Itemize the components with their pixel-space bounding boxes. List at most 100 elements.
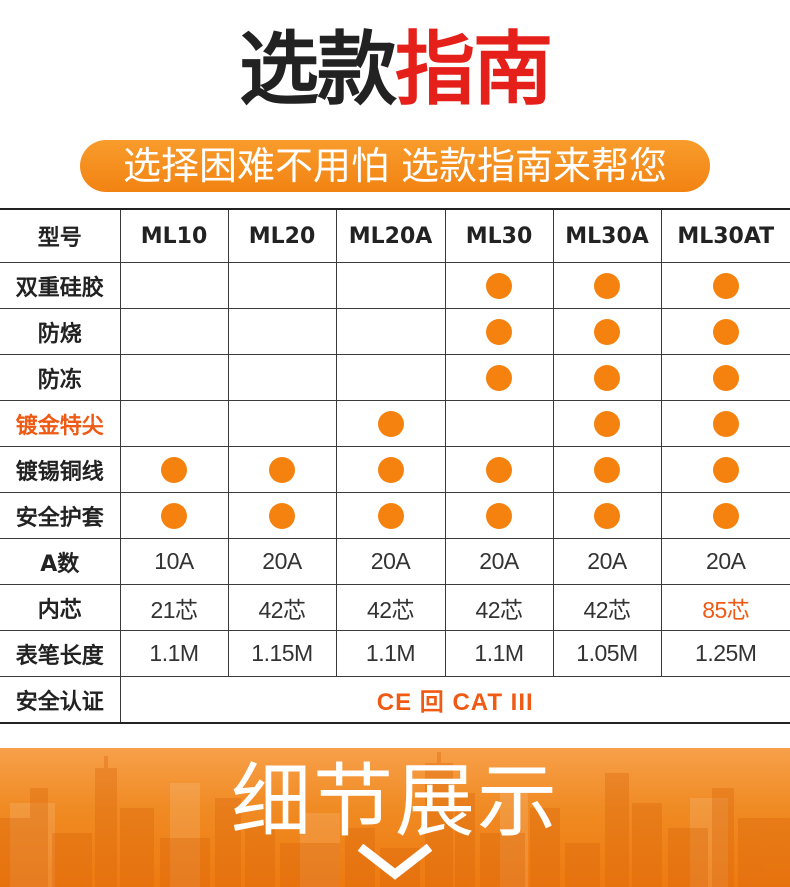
spec-value-cell: 20A [227,538,337,585]
spec-value-cell: 10A [119,538,229,585]
spec-value-cell: 1.1M [444,630,554,677]
page-title-red-part: 指南 [395,23,553,116]
spec-value-cell: 20A [552,538,662,585]
feature-label: 安全护套 [0,492,121,539]
feature-dot-icon [486,272,512,299]
table-row: A数 10A 20A 20A 20A 20A 20A [0,538,790,585]
spec-value-cell: 85芯 [660,584,790,631]
feature-cell [444,446,554,493]
feature-cell [119,354,229,401]
feature-dot-icon [377,410,404,437]
spec-value-cell: 42芯 [335,584,446,631]
feature-cell [227,308,337,355]
spec-value-cell: 20A [335,538,446,585]
feature-dot-icon [377,456,404,483]
spec-value-cell: 1.1M [335,630,446,677]
spec-label: 表笔长度 [0,630,121,677]
page-title-dark-part: 选款 [239,23,397,116]
feature-cell [227,400,337,447]
spec-label: A数 [0,538,121,585]
chevron-down-icon [358,844,432,880]
feature-cell [335,492,446,539]
feature-dot-icon [594,318,620,345]
feature-dot-icon [377,502,404,529]
feature-cell [335,262,446,309]
feature-cell [227,492,337,539]
feature-cell [227,262,337,309]
feature-dot-icon [486,502,512,529]
feature-cell [660,262,790,309]
feature-cell [552,446,662,493]
feature-dot-icon [712,364,739,391]
feature-cell [119,308,229,355]
spec-comparison-table: 型号 ML10 ML20 ML20A ML30 ML30A ML30AT 双重硅… [0,208,790,724]
spec-value-cell: 1.15M [227,630,337,677]
feature-cell [335,446,446,493]
certification-row: 安全认证 CE 回 CAT III [0,676,790,724]
table-row: 表笔长度 1.1M 1.15M 1.1M 1.1M 1.05M 1.25M [0,630,790,677]
table-row: 防冻 [0,354,790,401]
feature-label: 镀金特尖 [0,400,121,447]
feature-cell [444,492,554,539]
spec-value-cell: 21芯 [119,584,229,631]
column-header-model-label: 型号 [0,208,121,263]
spec-value-cell: 20A [444,538,554,585]
detail-section-title: 细节展示 [231,755,559,848]
feature-dot-icon [486,456,512,483]
feature-label: 镀锡铜线 [0,446,121,493]
table-row: 镀金特尖 [0,400,790,447]
spec-value-cell: 1.25M [660,630,790,677]
table-row: 防烧 [0,308,790,355]
feature-label: 防烧 [0,308,121,355]
feature-cell [552,354,662,401]
certification-label: 安全认证 [0,676,121,724]
feature-cell [119,400,229,447]
spec-value-cell: 1.05M [552,630,662,677]
feature-dot-icon [594,456,620,483]
feature-dot-icon [712,456,739,483]
feature-cell [335,354,446,401]
feature-dot-icon [486,318,512,345]
spec-value-cell: 42芯 [444,584,554,631]
feature-dot-icon [269,502,295,529]
feature-dot-icon [712,318,739,345]
table-header-row: 型号 ML10 ML20 ML20A ML30 ML30A ML30AT [0,208,790,263]
feature-cell [660,354,790,401]
spec-value-cell: 1.1M [119,630,229,677]
feature-cell [119,492,229,539]
column-header-ml20a: ML20A [335,208,446,263]
feature-cell [660,446,790,493]
table-row: 双重硅胶 [0,262,790,309]
feature-dot-icon [161,456,187,483]
feature-dot-icon [594,272,620,299]
column-header-ml10: ML10 [119,208,229,263]
detail-section-banner: 细节展示 [0,748,790,887]
certification-value: CE 回 CAT III [119,676,790,724]
feature-cell [444,262,554,309]
feature-cell [552,400,662,447]
feature-cell [552,492,662,539]
feature-dot-icon [486,364,512,391]
column-header-ml30: ML30 [444,208,554,263]
feature-cell [552,262,662,309]
spec-value-cell: 42芯 [552,584,662,631]
column-header-ml20: ML20 [227,208,337,263]
feature-cell [660,308,790,355]
feature-dot-icon [269,456,295,483]
feature-cell [444,308,554,355]
feature-dot-icon [712,410,739,437]
feature-dot-icon [594,364,620,391]
column-header-ml30at: ML30AT [660,208,790,263]
feature-label: 双重硅胶 [0,262,121,309]
feature-cell [227,446,337,493]
feature-dot-icon [161,502,187,529]
feature-cell [119,262,229,309]
spec-value-cell: 42芯 [227,584,337,631]
feature-dot-icon [594,502,620,529]
table-row: 内芯 21芯 42芯 42芯 42芯 42芯 85芯 [0,584,790,631]
feature-cell [335,400,446,447]
subtitle-banner: 选择困难不用怕 选款指南来帮您 [80,140,710,192]
feature-dot-icon [712,502,739,529]
page-title: 选款指南 [0,20,790,120]
feature-cell [444,354,554,401]
